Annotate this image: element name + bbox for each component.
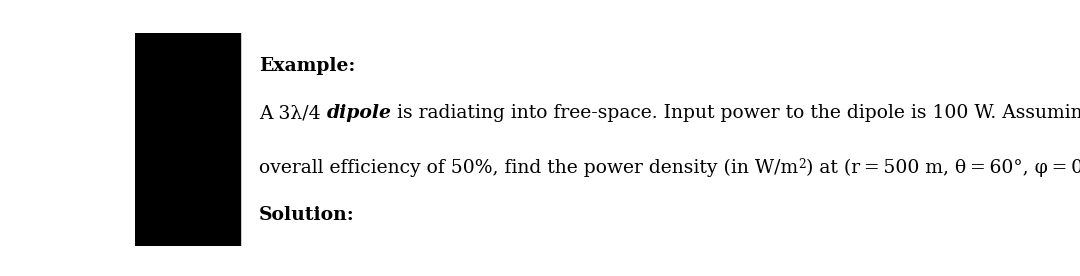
- Bar: [135, 33, 240, 246]
- Text: A 3λ/4: A 3λ/4: [259, 104, 326, 122]
- Text: dipole: dipole: [326, 104, 391, 122]
- Text: ) at (r = 500 m, θ = 60°, φ = 0)?: ) at (r = 500 m, θ = 60°, φ = 0)?: [806, 159, 1080, 177]
- Text: overall efficiency of 50%, find the power density (in W/m: overall efficiency of 50%, find the powe…: [259, 159, 798, 177]
- Text: is radiating into free-space. Input power to the dipole is 100 W. Assuming an: is radiating into free-space. Input powe…: [391, 104, 1080, 122]
- Text: Solution:: Solution:: [259, 206, 354, 224]
- Text: 2: 2: [798, 158, 806, 171]
- Text: Example:: Example:: [259, 57, 355, 75]
